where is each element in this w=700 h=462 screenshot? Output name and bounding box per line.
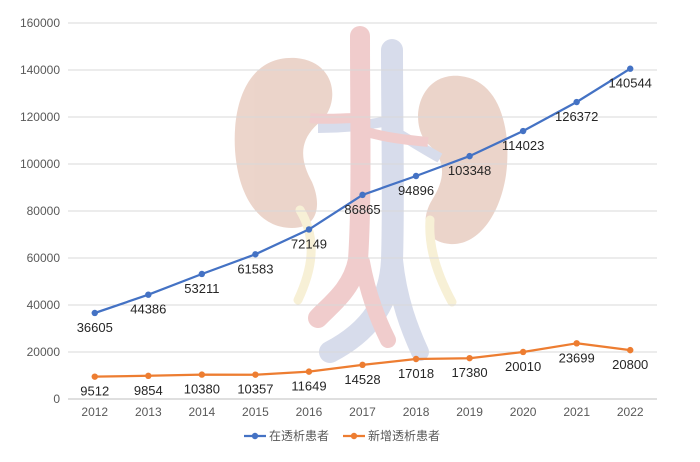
data-label: 9512 <box>80 384 109 399</box>
x-tick-label: 2015 <box>242 405 269 419</box>
y-tick-label: 140000 <box>20 63 60 77</box>
data-label: 126372 <box>555 109 598 124</box>
data-point <box>359 191 366 199</box>
x-tick-label: 2020 <box>510 405 537 419</box>
y-tick-label: 0 <box>53 392 60 406</box>
x-tick-label: 2019 <box>456 405 483 419</box>
data-label: 20800 <box>612 357 648 372</box>
y-tick-label: 40000 <box>27 298 61 312</box>
data-label: 36605 <box>77 320 113 335</box>
data-label: 140544 <box>609 76 652 91</box>
data-label: 72149 <box>291 236 327 251</box>
data-point <box>91 373 98 380</box>
data-point <box>145 372 152 380</box>
data-point <box>412 355 420 363</box>
x-tick-label: 2012 <box>81 405 108 419</box>
legend-label: 在透析患者 <box>269 429 329 443</box>
data-label: 103348 <box>448 163 491 178</box>
y-tick-label: 160000 <box>20 16 60 30</box>
data-label: 114023 <box>502 138 544 153</box>
y-axis: 0 20000 40000 60000 80000 100000 120000 140000 1… <box>20 16 60 406</box>
data-point <box>466 354 473 362</box>
y-tick-label: 80000 <box>27 204 61 218</box>
series-layer <box>91 65 634 380</box>
x-tick-label: 2017 <box>349 405 376 419</box>
data-label: 20010 <box>505 359 541 374</box>
y-tick-label: 120000 <box>20 110 60 124</box>
x-tick-label: 2014 <box>189 405 216 419</box>
data-point <box>519 127 527 135</box>
data-point <box>573 98 580 106</box>
data-label: 94896 <box>398 183 434 198</box>
data-point <box>412 172 420 180</box>
legend-marker <box>350 432 358 440</box>
data-label: 53211 <box>184 281 219 296</box>
x-axis: 2012 2013 2014 2015 2016 2017 2018 2019 2020 2021… <box>81 405 643 419</box>
data-label: 44386 <box>130 302 166 317</box>
data-label: 14528 <box>344 372 380 387</box>
data-point <box>627 65 634 72</box>
data-labels: 36605 44386 53211 61583 72149 86865 94896 10334… <box>77 76 652 399</box>
data-point <box>198 371 206 378</box>
data-point <box>627 346 634 354</box>
data-point <box>573 340 580 347</box>
legend: 在透析患者 新增透析患者 <box>244 428 440 443</box>
data-label: 11649 <box>291 379 326 394</box>
data-label: 10357 <box>237 382 273 397</box>
data-point <box>519 348 527 356</box>
data-label: 17018 <box>398 366 434 381</box>
x-tick-label: 2013 <box>135 405 162 419</box>
x-tick-label: 2021 <box>563 405 590 419</box>
data-label: 61583 <box>237 261 273 276</box>
x-tick-label: 2022 <box>617 405 644 419</box>
data-point <box>466 152 473 160</box>
y-tick-label: 100000 <box>20 157 60 171</box>
data-point <box>252 251 259 258</box>
x-tick-label: 2016 <box>296 405 323 419</box>
data-point <box>305 226 313 233</box>
data-point <box>145 291 152 298</box>
data-point <box>305 368 313 375</box>
data-label: 10380 <box>184 382 220 397</box>
data-point <box>252 371 259 378</box>
legend-label: 新增透析患者 <box>368 428 440 443</box>
data-label: 23699 <box>559 350 595 365</box>
data-label: 86865 <box>344 202 380 217</box>
x-tick-label: 2018 <box>403 405 430 419</box>
data-label: 17380 <box>452 365 488 380</box>
y-tick-label: 60000 <box>27 251 61 265</box>
y-tick-label: 20000 <box>27 345 61 359</box>
data-point <box>91 309 98 317</box>
data-label: 9854 <box>134 383 163 398</box>
gridlines <box>68 22 657 400</box>
kidneys-icon <box>234 26 508 363</box>
data-point <box>359 361 366 369</box>
legend-marker <box>251 432 259 440</box>
data-point <box>198 270 206 278</box>
